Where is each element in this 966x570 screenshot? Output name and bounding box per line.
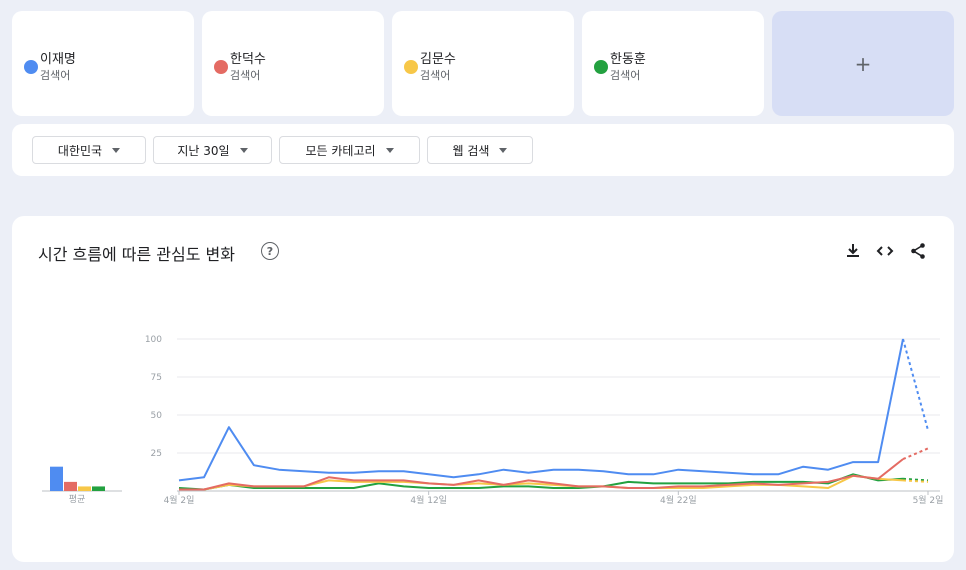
term-color-dot [214,60,228,74]
term-type-label: 검색어 [610,69,641,82]
series-line [179,458,904,491]
region-filter-label: 대한민국 [57,143,103,158]
series-partial-line [902,479,929,483]
term-type-label: 검색어 [40,69,71,82]
embed-code-icon[interactable] [874,240,896,262]
help-icon[interactable]: ? [261,242,279,260]
add-term-button[interactable]: + [772,11,954,116]
term-card-4[interactable]: 한동훈 검색어 [582,11,764,116]
series-partial-line [902,477,929,482]
series-line [178,338,904,482]
y-tick-label: 75 [151,373,162,383]
add-icon: + [854,51,872,76]
series-line [178,473,904,491]
average-label: 평균 [69,494,86,505]
term-name: 한덕수 [230,52,266,67]
average-bar [92,486,105,491]
average-bar [64,481,77,491]
x-tick-label: 5월 2일 [913,494,944,506]
period-filter-label: 지난 30일 [177,143,230,158]
term-type-label: 검색어 [230,69,261,82]
interest-chart: 평균 25 50 75 100 4월 2일 4월 12일 4월 22일 5월 2일 [42,335,944,506]
term-name: 한동훈 [610,52,646,67]
category-filter[interactable]: 모든 카테고리 [279,136,420,164]
download-icon[interactable] [842,240,864,262]
category-filter-label: 모든 카테고리 [305,143,376,158]
y-tick-label: 25 [151,449,162,459]
term-card-1[interactable]: 이재명 검색어 [12,11,194,116]
search-type-filter-label: 웹 검색 [452,143,490,158]
filter-bar: 대한민국 지난 30일 모든 카테고리 웹 검색 [12,124,954,176]
region-filter[interactable]: 대한민국 [32,136,146,164]
term-card-2[interactable]: 한덕수 검색어 [202,11,384,116]
x-tick-label: 4월 2일 [164,494,195,506]
share-icon[interactable] [907,240,929,262]
term-name: 이재명 [40,52,76,67]
average-bar [50,466,63,491]
chevron-down-icon [112,147,121,153]
series-partial-line [902,447,929,461]
term-color-dot [24,60,38,74]
series-partial-line [902,338,929,431]
term-color-dot [404,60,418,74]
term-color-dot [594,60,608,74]
chart-title: 시간 흐름에 따른 관심도 변화 [38,245,235,264]
average-bars: 평균 [42,466,122,505]
x-tick-label: 4월 22일 [660,494,697,506]
chevron-down-icon [239,147,248,153]
chevron-down-icon [499,147,508,153]
y-tick-label: 50 [151,411,163,421]
interest-over-time-card: 시간 흐름에 따른 관심도 변화 ? 평균 25 50 75 100 4월 2일 4월 1… [12,216,954,562]
y-tick-label: 100 [145,335,162,345]
chevron-down-icon [385,147,394,153]
search-type-filter[interactable]: 웹 검색 [427,136,533,164]
period-filter[interactable]: 지난 30일 [153,136,272,164]
chart-lines [178,338,929,491]
chart-grid: 25 50 75 100 4월 2일 4월 12일 4월 22일 5월 2일 [145,335,944,506]
average-bar [78,486,91,491]
term-name: 김문수 [420,52,456,67]
term-type-label: 검색어 [420,69,451,82]
term-card-3[interactable]: 김문수 검색어 [392,11,574,116]
x-tick-label: 4월 12일 [410,494,447,506]
